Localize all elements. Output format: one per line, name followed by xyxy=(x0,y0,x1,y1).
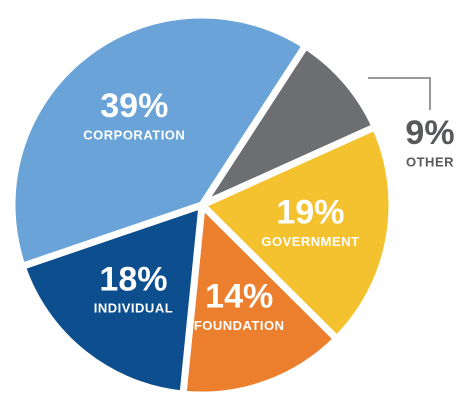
category-label: CORPORATION xyxy=(83,127,185,142)
category-label: FOUNDATION xyxy=(194,318,285,333)
pie-slice xyxy=(179,201,341,399)
value-label: 19% xyxy=(276,194,344,232)
category-label: GOVERNMENT xyxy=(261,234,359,249)
value-label: 9% xyxy=(405,114,454,152)
leader-line xyxy=(368,77,431,110)
category-label: OTHER xyxy=(406,154,454,169)
category-label: INDIVIDUAL xyxy=(94,301,173,316)
pie-slice xyxy=(198,123,396,343)
pie-slice xyxy=(198,42,379,209)
value-label: 18% xyxy=(99,260,167,298)
pie-slice xyxy=(8,11,309,270)
value-label: 39% xyxy=(100,87,168,125)
value-label: 14% xyxy=(205,278,273,316)
